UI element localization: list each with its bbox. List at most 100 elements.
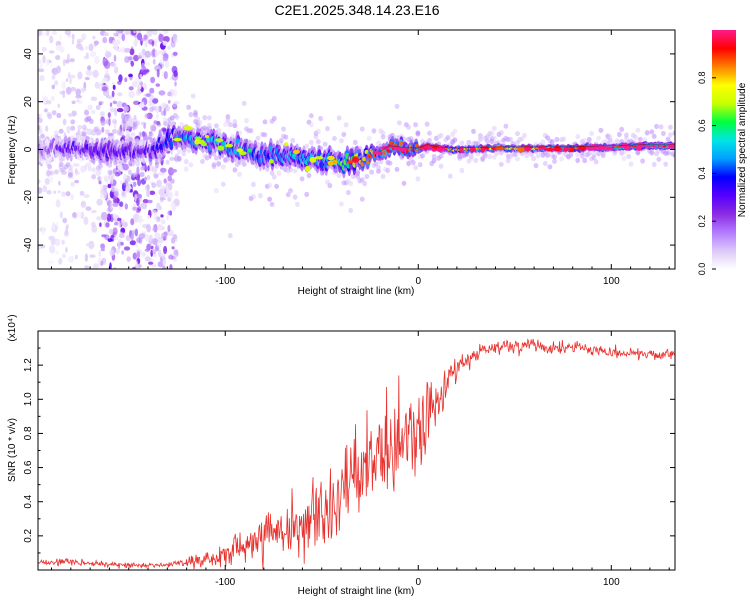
spectrogram-halo-cell — [139, 171, 145, 177]
spectrogram-noise-cell — [64, 30, 71, 36]
spectrogram-noise-cell — [149, 165, 155, 172]
spectrogram-noise-cell — [105, 222, 110, 228]
spectrogram-halo-cell — [207, 115, 212, 121]
spectrogram-halo-cell — [343, 122, 349, 128]
spectrogram-noise-cell — [157, 261, 164, 268]
spectrogram-y-tick-label: -40 — [23, 237, 34, 252]
spectrogram-noise-cell — [129, 240, 137, 246]
spectrogram-peak-cell — [624, 144, 630, 151]
spectrogram-halo-cell — [304, 191, 310, 197]
spectrogram-noise-cell — [55, 55, 61, 60]
spectrogram-halo-cell — [204, 155, 210, 161]
spectrogram-halo-cell — [394, 166, 400, 172]
spectrogram-halo-cell — [554, 136, 560, 143]
spectrogram-noise-cell — [41, 95, 48, 103]
spectrogram-halo-cell — [283, 134, 289, 140]
spectrogram-halo-cell — [376, 164, 381, 171]
spectrogram-noise-cell — [152, 58, 156, 65]
spectrogram-noise-cell — [146, 188, 151, 198]
spectrogram-noise-cell — [160, 49, 165, 54]
spectrogram-halo-cell — [49, 170, 55, 176]
spectrogram-noise-cell — [163, 71, 168, 80]
spectrogram-noise-cell — [154, 65, 161, 72]
spectrogram-halo-cell — [292, 168, 298, 174]
spectrogram-noise-cell — [38, 58, 41, 64]
snr-y-tick-label: 0.4 — [23, 494, 34, 508]
spectrogram-noise-cell — [121, 33, 126, 42]
spectrogram-peak-cell — [284, 142, 289, 147]
spectrogram-noise-cell — [76, 99, 80, 103]
spectrogram-halo-cell — [549, 139, 555, 145]
spectrogram-halo-cell — [380, 173, 386, 179]
spectrogram-halo-cell — [271, 115, 277, 122]
spectrogram-noise-cell — [98, 249, 102, 258]
spectrogram-halo-cell — [362, 180, 367, 187]
spectrogram-noise-cell — [124, 47, 131, 53]
spectrogram-noise-cell — [41, 226, 45, 235]
spectrogram-noise-cell — [133, 218, 140, 223]
spectrogram-noise-cell — [148, 261, 154, 265]
spectrogram-halo-cell — [582, 137, 588, 144]
spectrogram-peak-cell — [596, 144, 606, 151]
spectrogram-halo-cell — [123, 181, 129, 187]
spectrogram-noise-cell — [109, 102, 113, 107]
spectrogram-halo-cell — [186, 147, 192, 153]
spectrogram-halo-cell — [378, 159, 384, 165]
spectrogram-halo-cell — [524, 153, 530, 159]
spectrogram-halo-cell — [579, 153, 585, 159]
spectrogram-noise-cell — [159, 197, 166, 201]
spectrogram-noise-cell — [100, 247, 105, 252]
spectrogram-noise-cell — [92, 263, 99, 269]
spectrogram-noise-cell — [88, 43, 94, 52]
spectrogram-halo-cell — [156, 121, 161, 127]
spectrogram-halo-cell — [668, 124, 673, 130]
spectrogram-noise-cell — [111, 185, 114, 193]
spectrogram-halo-cell — [341, 131, 347, 137]
spectrogram-halo-cell — [241, 100, 247, 106]
spectrogram-noise-cell — [49, 50, 55, 54]
spectrogram-noise-cell — [108, 36, 113, 44]
spectrogram-noise-cell — [65, 247, 68, 253]
spectrogram-x-tick-label: -100 — [215, 276, 235, 287]
spectrogram-halo-cell — [262, 132, 268, 138]
spectrogram-halo-cell — [70, 125, 76, 131]
spectrogram-halo-cell — [276, 170, 282, 176]
spectrogram-halo-cell — [105, 119, 110, 125]
spectrogram-halo-cell — [123, 104, 129, 110]
spectrogram-halo-cell — [672, 130, 675, 136]
spectrogram-noise-cell — [150, 245, 154, 250]
spectrogram-noise-cell — [68, 78, 73, 84]
spectrogram-noise-cell — [91, 209, 97, 214]
spectrogram-noise-cell — [153, 209, 158, 217]
spectrogram-peak-cell — [173, 137, 182, 142]
spectrogram-noise-cell — [114, 66, 119, 74]
spectrogram-noise-cell — [83, 194, 90, 199]
spectrogram-noise-cell — [173, 254, 178, 263]
spectrogram-noise-cell — [52, 221, 56, 230]
spectrogram-halo-cell — [485, 138, 490, 144]
spectrogram-halo-cell — [153, 173, 159, 179]
spectrogram-halo-cell — [267, 182, 272, 188]
spectrogram-halo-cell — [160, 110, 166, 116]
spectrogram-noise-cell — [164, 60, 170, 69]
spectrogram-noise-cell — [122, 163, 129, 171]
spectrogram-halo-cell — [188, 112, 194, 118]
spectrogram-noise-cell — [128, 91, 135, 98]
spectrogram-noise-cell — [167, 100, 171, 104]
spectrogram-noise-cell — [71, 38, 75, 45]
spectrogram-noise-cell — [62, 89, 66, 99]
spectrogram-noise-cell — [110, 62, 117, 68]
spectrogram-halo-cell — [373, 161, 379, 167]
spectrogram-halo-cell — [552, 154, 557, 160]
spectrogram-peak-cell — [304, 165, 311, 172]
spectrogram-halo-cell — [61, 191, 66, 197]
spectrogram-halo-cell — [466, 139, 472, 145]
spectrogram-noise-cell — [107, 183, 112, 189]
spectrogram-halo-cell — [176, 148, 182, 154]
spectrogram-halo-cell — [658, 124, 664, 130]
spectrogram-noise-cell — [171, 246, 175, 250]
spectrogram-halo-cell — [112, 128, 117, 134]
spectrogram-halo-cell — [158, 156, 164, 162]
spectrogram-halo-cell — [359, 126, 365, 132]
